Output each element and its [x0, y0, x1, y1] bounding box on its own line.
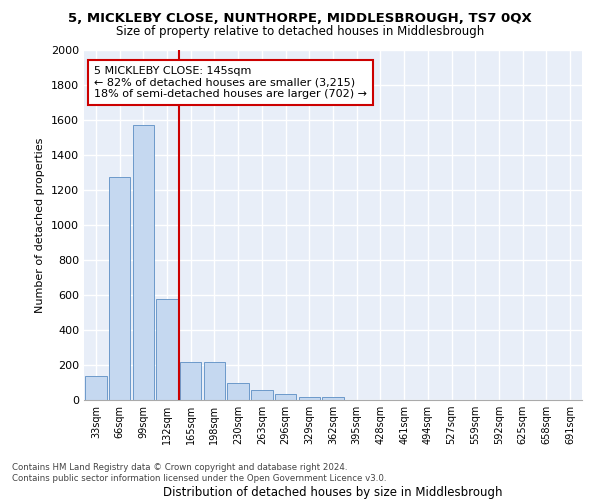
Bar — [204, 362, 225, 400]
Bar — [322, 398, 344, 400]
Bar — [109, 177, 130, 400]
Y-axis label: Number of detached properties: Number of detached properties — [35, 138, 46, 312]
Bar — [299, 396, 320, 400]
Bar — [227, 384, 249, 400]
Text: Contains public sector information licensed under the Open Government Licence v3: Contains public sector information licen… — [12, 474, 386, 483]
X-axis label: Distribution of detached houses by size in Middlesbrough: Distribution of detached houses by size … — [163, 486, 503, 499]
Bar — [251, 390, 272, 400]
Bar — [275, 394, 296, 400]
Bar — [85, 376, 107, 400]
Text: Size of property relative to detached houses in Middlesbrough: Size of property relative to detached ho… — [116, 25, 484, 38]
Text: 5, MICKLEBY CLOSE, NUNTHORPE, MIDDLESBROUGH, TS7 0QX: 5, MICKLEBY CLOSE, NUNTHORPE, MIDDLESBRO… — [68, 12, 532, 26]
Text: Contains HM Land Registry data © Crown copyright and database right 2024.: Contains HM Land Registry data © Crown c… — [12, 462, 347, 471]
Text: 5 MICKLEBY CLOSE: 145sqm
← 82% of detached houses are smaller (3,215)
18% of sem: 5 MICKLEBY CLOSE: 145sqm ← 82% of detach… — [94, 66, 367, 99]
Bar — [180, 362, 202, 400]
Bar — [157, 300, 178, 400]
Bar — [133, 125, 154, 400]
